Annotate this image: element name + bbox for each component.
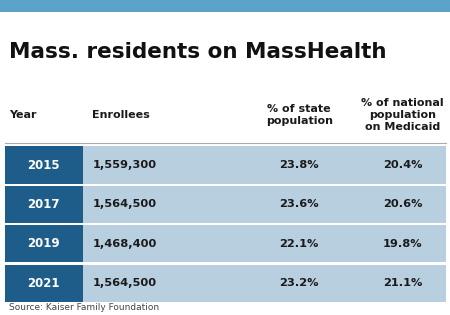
Text: 2019: 2019 xyxy=(27,237,60,250)
FancyBboxPatch shape xyxy=(4,225,446,262)
FancyBboxPatch shape xyxy=(4,146,83,184)
FancyBboxPatch shape xyxy=(4,186,83,223)
Text: 2017: 2017 xyxy=(27,198,60,211)
Text: Source: Kaiser Family Foundation: Source: Kaiser Family Foundation xyxy=(9,303,159,312)
Text: Enrollees: Enrollees xyxy=(92,110,150,120)
FancyBboxPatch shape xyxy=(4,186,446,223)
Text: Mass. residents on MassHealth: Mass. residents on MassHealth xyxy=(9,42,387,62)
FancyBboxPatch shape xyxy=(4,225,83,262)
Text: 23.2%: 23.2% xyxy=(279,278,319,288)
FancyBboxPatch shape xyxy=(0,0,450,12)
Text: 20.4%: 20.4% xyxy=(383,160,423,170)
Text: 1,559,300: 1,559,300 xyxy=(92,160,157,170)
Text: 1,564,500: 1,564,500 xyxy=(92,199,157,209)
Text: 1,468,400: 1,468,400 xyxy=(92,239,157,249)
Text: 20.6%: 20.6% xyxy=(383,199,423,209)
Text: 1,564,500: 1,564,500 xyxy=(92,278,157,288)
Text: 23.8%: 23.8% xyxy=(279,160,319,170)
Text: 19.8%: 19.8% xyxy=(383,239,423,249)
FancyBboxPatch shape xyxy=(4,265,83,302)
Text: 21.1%: 21.1% xyxy=(383,278,423,288)
Text: Year: Year xyxy=(9,110,36,120)
FancyBboxPatch shape xyxy=(4,146,446,184)
Text: % of national
population
on Medicaid: % of national population on Medicaid xyxy=(361,98,444,132)
Text: 23.6%: 23.6% xyxy=(279,199,319,209)
Text: 22.1%: 22.1% xyxy=(279,239,319,249)
Text: 2021: 2021 xyxy=(27,277,60,290)
Text: % of state
population: % of state population xyxy=(266,104,333,126)
Text: 2015: 2015 xyxy=(27,158,60,172)
FancyBboxPatch shape xyxy=(4,265,446,302)
